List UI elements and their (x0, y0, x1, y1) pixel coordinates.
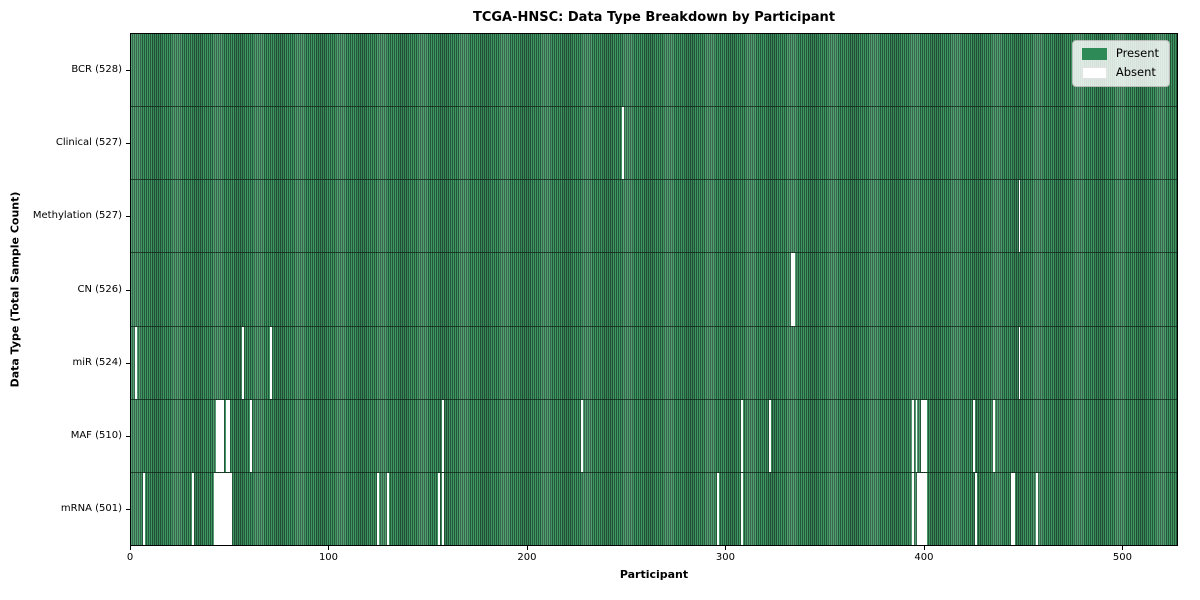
absent-stripe (622, 107, 625, 180)
absent-stripe (911, 399, 914, 472)
y-tick-mark (126, 509, 130, 511)
y-tick-mark (126, 289, 130, 291)
y-tick-mark (126, 436, 130, 438)
x-tick-label: 500 (1112, 552, 1132, 563)
absent-stripe (1012, 472, 1015, 545)
y-tick-mark (126, 69, 130, 71)
legend: Present Absent (1071, 40, 1170, 87)
chart-title: TCGA-HNSC: Data Type Breakdown by Partic… (472, 10, 836, 25)
absent-stripe (921, 399, 924, 472)
absent-stripe (386, 472, 389, 545)
absent-stripe (216, 399, 219, 472)
x-tick-mark (1122, 546, 1124, 550)
plot-area: Present Absent (130, 33, 1178, 546)
absent-stripe (134, 326, 137, 399)
heatmap-row-clinical (131, 107, 1177, 181)
absent-stripe (228, 399, 231, 472)
y-tick-label: CN (526) (77, 283, 122, 295)
heatmap-row-mrna (131, 472, 1177, 545)
absent-stripe (226, 472, 229, 545)
x-tick-mark (923, 546, 925, 550)
absent-stripe (917, 472, 920, 545)
y-tick-label: MAF (510) (70, 430, 122, 442)
x-tick-label: 400 (914, 552, 934, 563)
absent-stripe (226, 399, 229, 472)
absent-stripe (438, 472, 441, 545)
x-axis-title: Participant (619, 568, 689, 581)
absent-stripe (768, 399, 771, 472)
x-tick-label: 0 (126, 552, 134, 563)
absent-stripe (218, 472, 221, 545)
absent-stripe (1018, 180, 1021, 253)
absent-stripe (224, 472, 227, 545)
absent-stripe (717, 472, 720, 545)
absent-stripe (214, 472, 217, 545)
legend-item-present: Present (1081, 46, 1159, 61)
absent-stripe (376, 472, 379, 545)
absent-stripe (741, 472, 744, 545)
absent-stripe (915, 399, 918, 472)
absent-stripe (442, 399, 444, 472)
heatmap-row-mir (131, 326, 1177, 400)
x-tick-mark (526, 546, 528, 550)
absent-stripe (269, 326, 272, 399)
absent-stripe (230, 472, 233, 545)
absent-stripe (222, 472, 225, 545)
y-tick-label: Clinical (527) (55, 136, 122, 148)
absent-stripe (192, 472, 195, 545)
absent-stripe (1018, 326, 1021, 399)
y-tick-mark (126, 362, 130, 364)
absent-stripe (925, 399, 928, 472)
heatmap-row-cn (131, 253, 1177, 327)
x-tick-label: 100 (318, 552, 339, 563)
x-tick-mark (328, 546, 330, 550)
y-tick-mark (126, 216, 130, 218)
absent-stripe (218, 399, 221, 472)
absent-stripe (911, 472, 914, 545)
absent-swatch (1081, 67, 1107, 79)
absent-stripe (580, 399, 583, 472)
absent-stripe (241, 326, 244, 399)
absent-stripe (974, 472, 977, 545)
absent-stripe (442, 472, 444, 545)
heatmap-row-bcr (131, 34, 1177, 108)
legend-item-absent: Absent (1081, 65, 1159, 80)
x-tick-mark (130, 546, 131, 550)
x-tick-label: 300 (715, 552, 735, 563)
y-tick-label: BCR (528) (71, 63, 122, 75)
legend-absent-label: Absent (1115, 65, 1156, 80)
heatmap-rows (131, 34, 1177, 545)
absent-stripe (1010, 472, 1013, 545)
absent-stripe (925, 472, 928, 545)
absent-stripe (220, 399, 223, 472)
absent-stripe (919, 472, 922, 545)
absent-stripe (972, 399, 975, 472)
absent-stripe (992, 399, 995, 472)
absent-stripe (1036, 472, 1039, 545)
x-tick-mark (725, 546, 727, 550)
absent-stripe (220, 472, 223, 545)
absent-stripe (142, 472, 145, 545)
x-tick-label: 200 (517, 552, 537, 563)
present-swatch (1081, 48, 1107, 60)
absent-stripe (792, 253, 795, 326)
absent-stripe (921, 472, 924, 545)
absent-stripe (741, 399, 744, 472)
y-tick-label: Methylation (527) (32, 210, 122, 222)
heatmap-row-maf (131, 399, 1177, 473)
absent-stripe (222, 399, 225, 472)
absent-stripe (923, 472, 926, 545)
legend-present-label: Present (1115, 46, 1159, 61)
absent-stripe (923, 399, 926, 472)
absent-stripe (216, 472, 219, 545)
absent-stripe (790, 253, 793, 326)
heatmap-row-methylation (131, 180, 1177, 254)
y-tick-label: mRNA (501) (60, 503, 122, 515)
absent-stripe (228, 472, 231, 545)
y-tick-mark (126, 142, 130, 144)
y-tick-label: miR (524) (72, 356, 122, 368)
absent-stripe (249, 399, 252, 472)
